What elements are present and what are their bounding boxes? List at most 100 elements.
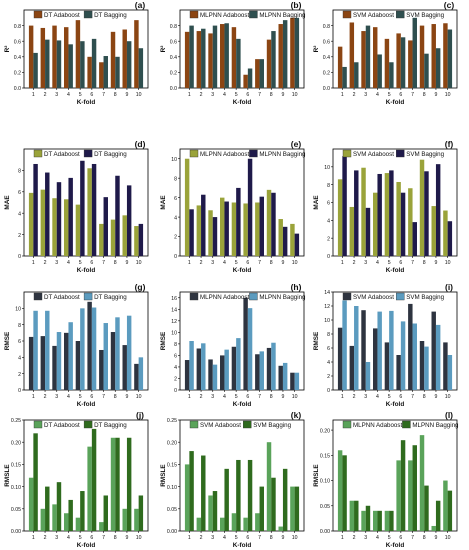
bar: [208, 33, 213, 88]
bar: [138, 223, 144, 256]
bar: [189, 451, 194, 531]
legend-label: SVM Bagging: [406, 151, 444, 158]
bar: [419, 159, 425, 256]
x-axis-label: K-fold: [233, 99, 252, 106]
x-tick-label: 7: [258, 535, 261, 541]
bar: [447, 221, 453, 256]
bar: [122, 345, 127, 390]
legend-swatch: [242, 420, 252, 429]
bar: [408, 460, 413, 531]
bar: [361, 167, 366, 256]
x-tick-label: 5: [79, 92, 82, 98]
y-tick-label: 0.2: [323, 71, 330, 77]
bar: [412, 17, 417, 88]
x-axis-label: K-fold: [77, 542, 96, 549]
x-tick-label: 8: [270, 535, 273, 541]
bar: [231, 202, 237, 256]
bar: [201, 194, 206, 256]
bar: [278, 219, 283, 256]
bar: [384, 173, 390, 256]
bar: [419, 25, 425, 89]
bar: [220, 24, 225, 88]
y-tick-label: 0.4: [323, 55, 330, 61]
bar: [201, 343, 206, 390]
x-tick-label: 9: [434, 535, 437, 541]
bar: [220, 197, 225, 256]
legend: DT Adaboost DT Bagging: [33, 292, 127, 301]
legend-swatch: [33, 10, 43, 19]
x-tick-label: 2: [200, 92, 203, 98]
y-axis-label: RMSLE: [160, 464, 167, 487]
x-tick-label: 1: [188, 535, 191, 541]
bar: [68, 44, 73, 88]
bar: [33, 163, 38, 256]
bar: [80, 308, 85, 390]
x-tick-label: 3: [211, 92, 214, 98]
x-tick-label: 10: [445, 394, 451, 400]
panel-letter: (k): [291, 410, 302, 420]
y-tick-label: 0.05: [11, 507, 21, 513]
bar: [373, 510, 378, 531]
x-tick-label: 5: [79, 260, 82, 266]
y-axis-label: RMSE: [4, 331, 11, 350]
bar: [189, 341, 194, 390]
bar: [56, 482, 62, 531]
bar: [408, 40, 413, 88]
y-axis-label: MAE: [160, 195, 167, 210]
bar: [247, 459, 253, 531]
bar: [400, 440, 406, 531]
legend-label: SVM Adaboost: [353, 294, 394, 301]
x-tick-label: 7: [411, 260, 414, 266]
x-tick-label: 3: [211, 535, 214, 541]
x-tick-label: 3: [211, 260, 214, 266]
bar: [349, 206, 355, 256]
x-tick-label: 5: [235, 394, 238, 400]
y-tick-label: 4: [174, 215, 177, 221]
legend: MLPNN Adaboost MLPNN Bagging: [189, 292, 306, 301]
bar: [431, 311, 436, 390]
bar: [56, 332, 62, 390]
bar: [354, 306, 359, 390]
legend-label: DT Bagging: [94, 151, 127, 158]
y-tick-label: 4: [18, 211, 21, 217]
legend: DT Adaboost DT Bagging: [33, 10, 127, 19]
x-tick-label: 5: [235, 92, 238, 98]
bar: [377, 510, 382, 531]
y-tick-label: 8: [174, 176, 177, 182]
y-tick-label: 0.2: [14, 71, 21, 77]
y-tick-label: 4: [327, 360, 330, 366]
x-tick-label: 4: [376, 260, 379, 266]
bar: [28, 25, 34, 89]
x-axis-label: K-fold: [233, 542, 252, 549]
y-tick-label: 0.4: [170, 55, 177, 61]
bar: [377, 173, 382, 256]
x-tick-label: 1: [188, 260, 191, 266]
bar: [271, 477, 276, 531]
x-tick-label: 4: [376, 92, 379, 98]
bar: [342, 455, 347, 531]
bar: [290, 223, 295, 256]
bar: [255, 513, 260, 531]
x-tick-label: 1: [341, 92, 344, 98]
legend-swatch: [33, 292, 43, 301]
legend-swatch: [249, 292, 258, 301]
legend-swatch: [189, 10, 199, 19]
bar: [396, 355, 401, 390]
y-axis-label: RMSE: [160, 331, 167, 350]
x-tick-label: 4: [223, 394, 226, 400]
legend-swatch: [396, 149, 405, 158]
x-tick-label: 4: [67, 394, 70, 400]
bar: [354, 62, 359, 88]
bar: [361, 310, 366, 390]
x-tick-label: 10: [136, 535, 142, 541]
legend-label: SVM Bagging: [406, 294, 444, 301]
bar: [208, 495, 213, 531]
bar: [373, 27, 378, 88]
x-tick-label: 9: [434, 394, 437, 400]
y-tick-label: 0.0: [323, 86, 330, 92]
bar: [212, 491, 218, 531]
bar: [412, 323, 417, 390]
bar: [126, 41, 132, 88]
x-tick-label: 10: [445, 535, 451, 541]
y-tick-label: 2: [327, 374, 330, 380]
